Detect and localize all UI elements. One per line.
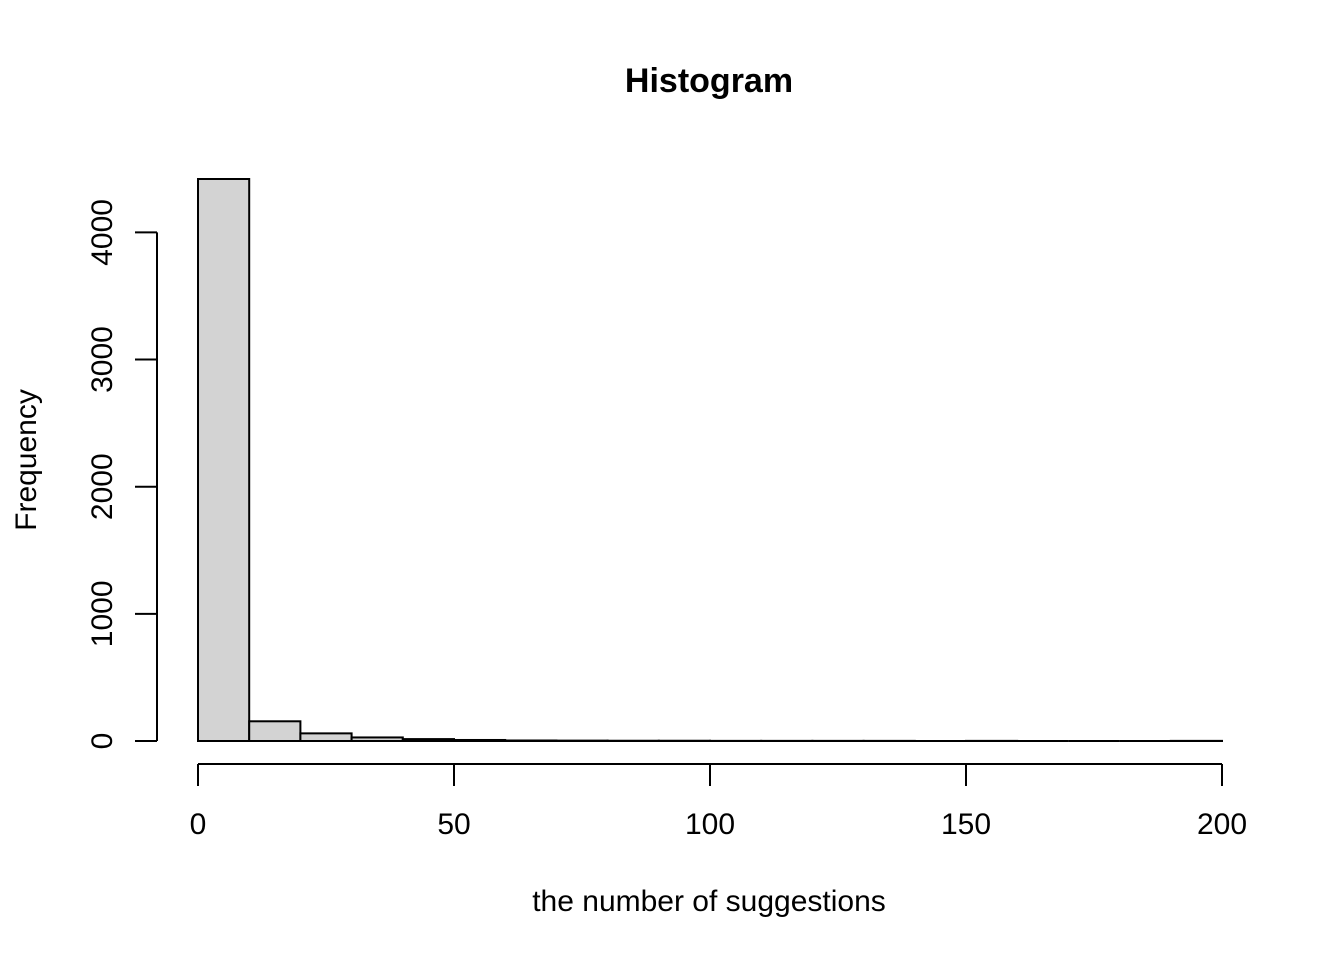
histogram-bar [299,732,353,742]
histogram-bar [248,720,302,743]
chart-title: Histogram [625,62,793,100]
bars-group [197,178,1224,743]
y-tick-label: 1000 [86,580,119,647]
histogram-bar [504,739,558,742]
y-axis: 0 1000 2000 3000 4000 [86,199,158,750]
x-tick-label: 0 [190,808,207,841]
y-tick-label: 4000 [86,199,119,266]
x-tick-label: 50 [437,808,470,841]
y-tick-label: 2000 [86,453,119,520]
histogram-bar [453,738,507,742]
y-axis-label: Frequency [10,389,43,531]
y-tick-label: 0 [86,733,119,750]
x-tick-label: 200 [1197,808,1247,841]
histogram-bar [401,738,455,743]
x-axis: 0 50 100 150 200 [190,763,1247,841]
x-axis-label: the number of suggestions [532,885,886,918]
histogram-bar [197,178,251,742]
histogram-bar [350,736,404,743]
x-tick-label: 100 [685,808,735,841]
y-tick-label: 3000 [86,326,119,393]
x-tick-label: 150 [941,808,991,841]
